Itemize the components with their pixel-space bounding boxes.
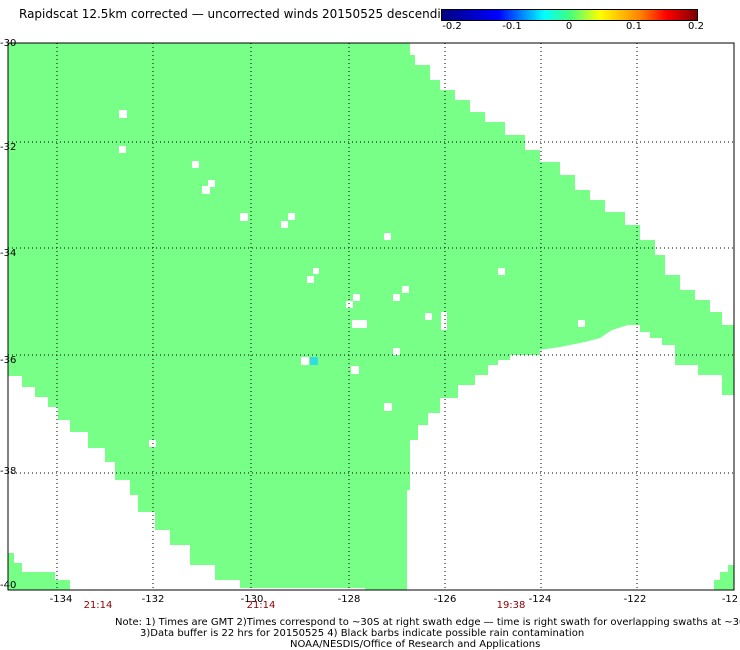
missing-cell — [384, 403, 392, 411]
swath-fragment-bottom-right — [714, 565, 734, 590]
highlight-cell — [310, 357, 318, 365]
grid-lines — [8, 43, 734, 590]
lat-label: -40 — [0, 580, 17, 591]
swath-time-label: 19:38 — [496, 600, 526, 611]
missing-cell — [192, 161, 199, 168]
lat-label: -36 — [0, 355, 17, 366]
missing-cell — [359, 320, 367, 328]
map-title: Rapidscat 12.5km corrected — uncorrected… — [19, 7, 456, 21]
note-line-2: 3)Data buffer is 22 hrs for 20150525 4) … — [140, 628, 585, 639]
missing-cell — [208, 180, 215, 187]
swath-time-label: 21:14 — [246, 600, 276, 611]
missing-cell — [313, 268, 319, 274]
lat-label: -30 — [0, 38, 17, 49]
lon-label: -130 — [240, 594, 264, 605]
missing-cell — [119, 146, 126, 153]
missing-cell — [441, 322, 447, 330]
missing-cell — [288, 213, 295, 220]
missing-cell — [393, 348, 400, 355]
lon-label: -122 — [623, 594, 647, 605]
colorbar — [441, 9, 698, 21]
missing-cell — [281, 221, 288, 228]
lon-label: -12 — [721, 594, 739, 605]
lat-label: -38 — [0, 466, 17, 477]
lon-label: -134 — [49, 594, 73, 605]
colorbar-label: 0 — [565, 21, 573, 32]
swath-time-label: 21:14 — [83, 600, 113, 611]
missing-cell — [301, 357, 309, 365]
missing-cell — [351, 366, 359, 374]
lon-label: -128 — [337, 594, 361, 605]
missing-cell — [307, 276, 314, 283]
swath-main — [8, 43, 734, 590]
lon-label: -126 — [433, 594, 457, 605]
missing-cell — [402, 286, 409, 293]
colorbar-label: 0.2 — [688, 21, 704, 32]
colorbar-label: -0.1 — [502, 21, 522, 32]
missing-cell — [346, 301, 353, 308]
missing-cell — [578, 320, 585, 327]
missing-cell — [119, 110, 127, 118]
missing-cell — [393, 294, 400, 301]
colorbar-label: 0.1 — [626, 21, 642, 32]
swath-fragment-bottom-left — [8, 553, 70, 590]
missing-cell — [498, 268, 505, 275]
note-line-3: NOAA/NESDIS/Office of Research and Appli… — [290, 639, 541, 650]
missing-cell — [240, 213, 248, 221]
colorbar-label: -0.2 — [442, 21, 462, 32]
missing-cell — [425, 313, 432, 320]
missing-cell — [384, 233, 391, 240]
missing-cell — [353, 294, 360, 301]
lon-label: -132 — [141, 594, 165, 605]
swath-layer — [8, 43, 734, 590]
missing-cell — [441, 312, 447, 322]
missing-data-layer — [119, 110, 585, 447]
note-line-1: Note: 1) Times are GMT 2)Times correspon… — [115, 617, 740, 628]
missing-cell — [352, 320, 360, 328]
lon-label: -124 — [528, 594, 552, 605]
map-frame — [7, 42, 735, 591]
missing-cell — [202, 186, 210, 194]
lat-label: -32 — [0, 142, 17, 153]
lat-label: -34 — [0, 248, 17, 259]
